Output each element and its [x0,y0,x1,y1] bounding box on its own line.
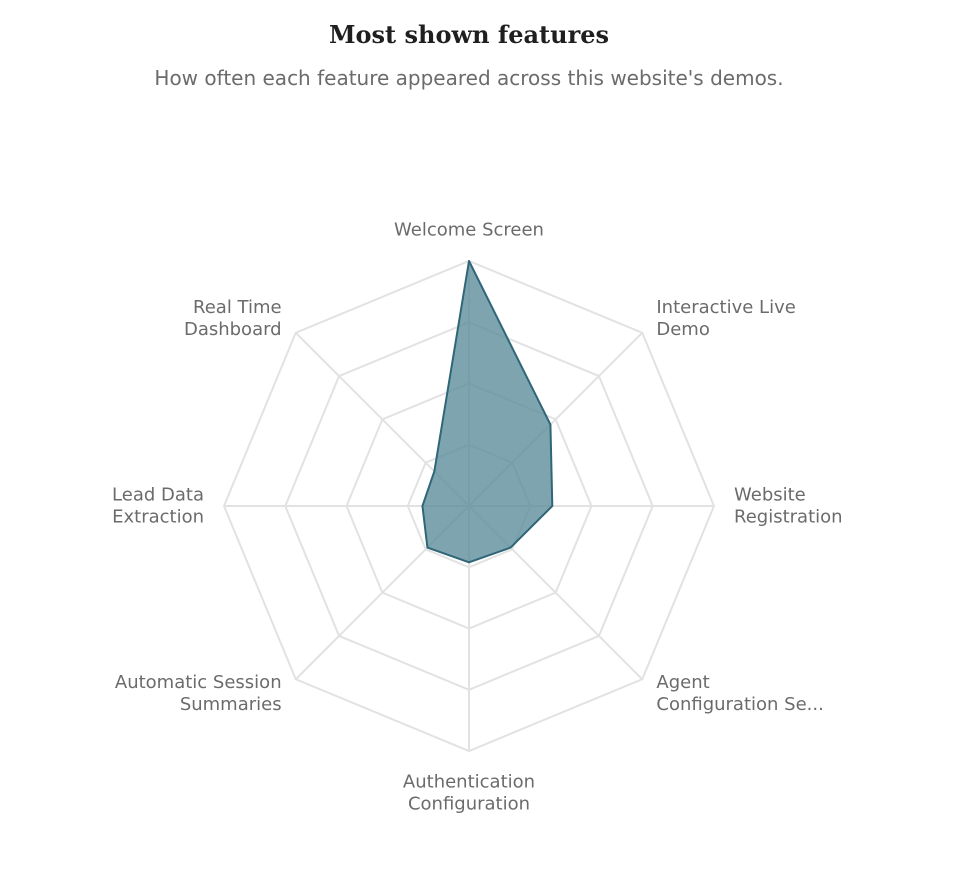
axis-label: Authentication Configuration [403,772,535,815]
series-area [421,260,554,564]
radar-axis-labels: Welcome Screen Interactive Live Demo Websit… [112,220,843,815]
axis-label-line: Interactive Live [656,297,795,318]
axis-label-line: Registration [734,507,843,528]
axis-label-line: Demo [656,319,709,340]
axis-label-line: Extraction [112,507,204,528]
radar-series [421,260,554,564]
axis-label-line: Agent [656,672,709,693]
axis-label: Website Registration [734,485,843,528]
chart-subtitle: How often each feature appeared across t… [154,66,784,90]
axis-label-line: Lead Data [112,485,204,506]
axis-label-line: Authentication [403,772,535,793]
axis-label: Automatic Session Summaries [115,672,282,715]
axis-label: Agent Configuration Se... [656,672,823,715]
axis-label: Lead Data Extraction [112,485,204,528]
axis-label: Welcome Screen [394,220,544,241]
axis-label: Real Time Dashboard [184,297,282,340]
chart-title: Most shown features [328,20,610,49]
axis-label: Interactive Live Demo [656,297,795,340]
axis-label-line: Real Time [193,297,282,318]
axis-label-line: Automatic Session [115,672,282,693]
axis-label-line: Configuration [408,794,530,815]
axis-label-line: Summaries [180,694,282,715]
axis-label-line: Configuration Se... [656,694,823,715]
axis-label-line: Dashboard [184,319,282,340]
axis-label-line: Website [734,485,806,506]
axis-label-line: Welcome Screen [394,220,544,241]
